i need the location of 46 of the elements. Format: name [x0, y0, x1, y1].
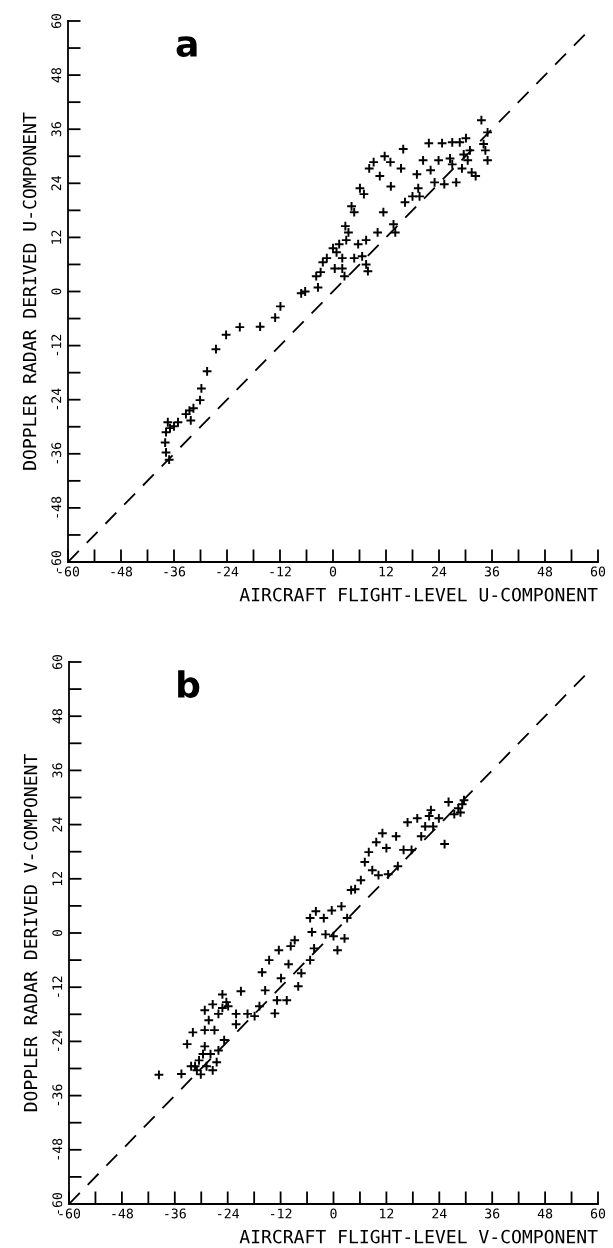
y-tick-label: 0 — [52, 929, 63, 937]
x-tick-label: 24 — [432, 1208, 447, 1219]
y-tick-label: 12 — [52, 871, 63, 886]
x-tick-label: 48 — [537, 1208, 553, 1219]
x-tick-label: -48 — [111, 566, 133, 577]
y-tick-label: -24 — [52, 1030, 63, 1052]
y-tick-label: 24 — [51, 175, 62, 191]
y-tick-label: 48 — [51, 68, 62, 83]
y-tick-label: 48 — [52, 709, 63, 724]
y-tick-label: 60 — [52, 654, 63, 670]
y-axis-title: DOPPLER RADAR DERIVED V-COMPONENT — [23, 754, 38, 1112]
x-tick-label: 60 — [590, 1208, 606, 1219]
x-tick-label: 24 — [432, 566, 447, 577]
x-tick-label: 12 — [379, 566, 393, 577]
x-tick-label: -24 — [217, 566, 239, 577]
chart-title: a — [176, 36, 197, 58]
x-tick-label: -12 — [270, 566, 291, 577]
x-tick-label: 36 — [485, 1208, 500, 1219]
y-tick-label: -24 — [51, 388, 62, 410]
y-tick-label: 0 — [51, 288, 62, 295]
y-tick-label: -12 — [52, 976, 63, 997]
x-tick-label: -36 — [164, 566, 186, 577]
y-tick-label: -48 — [51, 496, 62, 518]
y-tick-label: 60 — [51, 13, 62, 29]
x-axis-title: AIRCRAFT FLIGHT-LEVEL V-COMPONENT — [239, 1229, 598, 1244]
y-tick-label: -12 — [51, 334, 62, 356]
y-tick-label: 24 — [52, 817, 63, 832]
y-tick-label: 36 — [51, 122, 62, 137]
x-tick-label: -48 — [112, 1208, 133, 1219]
x-tick-label: 48 — [537, 566, 553, 577]
y-tick-label: 36 — [52, 763, 63, 778]
x-tick-label: -12 — [270, 1208, 292, 1219]
y-tick-label: -36 — [51, 442, 62, 464]
x-tick-label: 12 — [380, 1208, 394, 1219]
chart-title: b — [178, 670, 200, 699]
y-tick-label: 12 — [51, 230, 62, 244]
x-tick-label: 60 — [590, 566, 606, 577]
y-tick-label: -36 — [52, 1084, 63, 1106]
y-tick-label: -48 — [52, 1138, 63, 1160]
x-tick-label: 0 — [330, 1208, 337, 1219]
x-tick-label: -24 — [218, 1208, 239, 1219]
x-tick-label: 36 — [484, 566, 500, 577]
x-axis-title: AIRCRAFT FLIGHT-LEVEL U-COMPONENT — [239, 587, 598, 602]
x-tick-label: 0 — [329, 566, 337, 577]
y-axis-title: DOPPLER RADAR DERIVED U-COMPONENT — [22, 112, 37, 470]
x-tick-label: -36 — [165, 1208, 186, 1219]
